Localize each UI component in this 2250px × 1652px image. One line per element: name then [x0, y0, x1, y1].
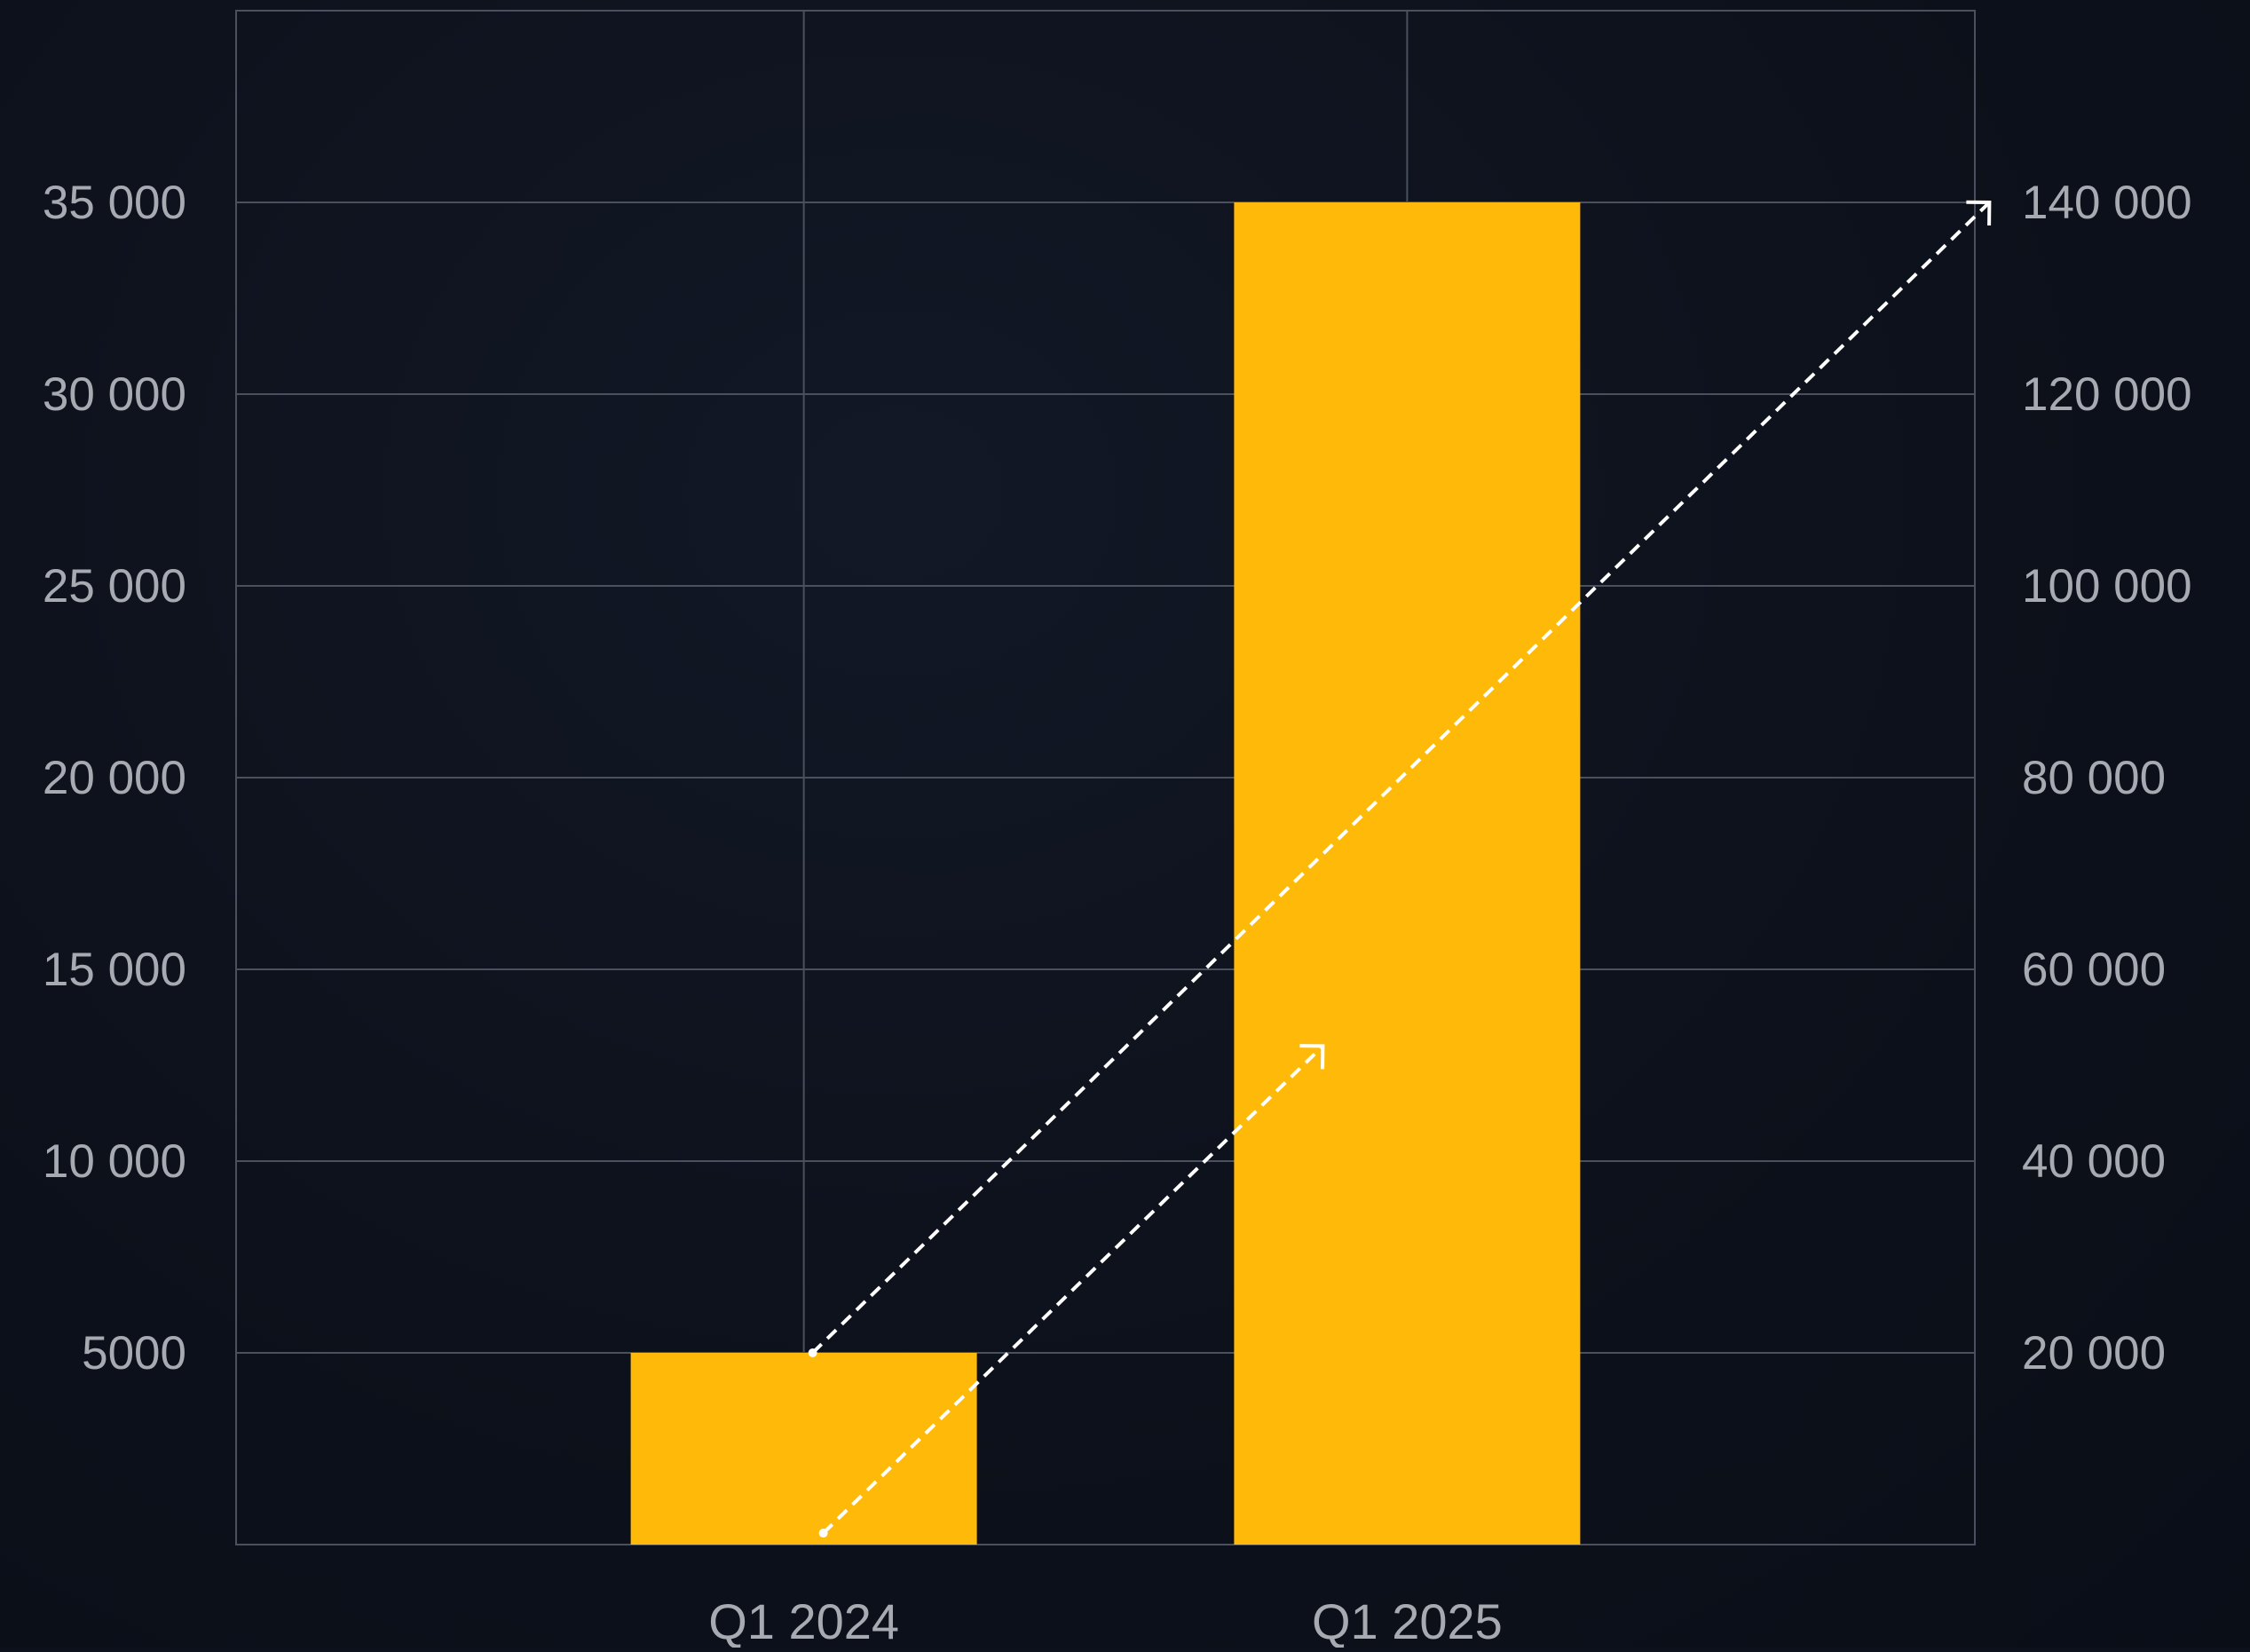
arrow-line-1 — [822, 1044, 1324, 1535]
y-right-tick-label: 60 000 — [2022, 944, 2166, 996]
y-right-tick-label: 40 000 — [2022, 1135, 2166, 1188]
y-axis-right: 20 000 40 000 60 000 80 000 100 000 120 000 14… — [2022, 177, 2192, 1379]
y-right-tick-label: 20 000 — [2022, 1327, 2166, 1379]
y-left-tick-label: 5000 — [82, 1327, 186, 1379]
annotation-arrows — [808, 200, 1992, 1538]
y-left-tick-label: 30 000 — [43, 368, 186, 421]
x-tick-label: Q1 2025 — [1312, 1593, 1503, 1648]
y-right-tick-label: 80 000 — [2022, 752, 2166, 804]
arrow-line-0 — [811, 201, 1991, 1355]
bar-q1-2025 — [1234, 202, 1581, 1545]
bar-q1-2024 — [630, 1353, 977, 1545]
bars — [630, 202, 1581, 1545]
y-axis-left: 5000 10 000 15 000 20 000 25 000 30 000 35 000 — [43, 177, 186, 1379]
grid — [235, 10, 1976, 1545]
x-tick-label: Q1 2024 — [708, 1593, 899, 1648]
arrow-start-dot-1 — [818, 1529, 828, 1538]
y-left-tick-label: 25 000 — [43, 560, 186, 613]
arrow-head-0 — [1966, 200, 1992, 226]
y-left-tick-label: 10 000 — [43, 1135, 186, 1188]
y-left-tick-label: 20 000 — [43, 752, 186, 804]
y-right-tick-label: 120 000 — [2022, 368, 2192, 421]
x-axis: Q1 2024 Q1 2025 — [708, 1593, 1503, 1649]
arrow-head-1 — [1299, 1044, 1325, 1070]
y-right-tick-label: 140 000 — [2022, 177, 2192, 229]
y-left-tick-label: 15 000 — [43, 944, 186, 996]
y-left-tick-label: 35 000 — [43, 177, 186, 229]
arrow-start-dot-0 — [808, 1348, 817, 1357]
y-right-tick-label: 100 000 — [2022, 560, 2192, 613]
